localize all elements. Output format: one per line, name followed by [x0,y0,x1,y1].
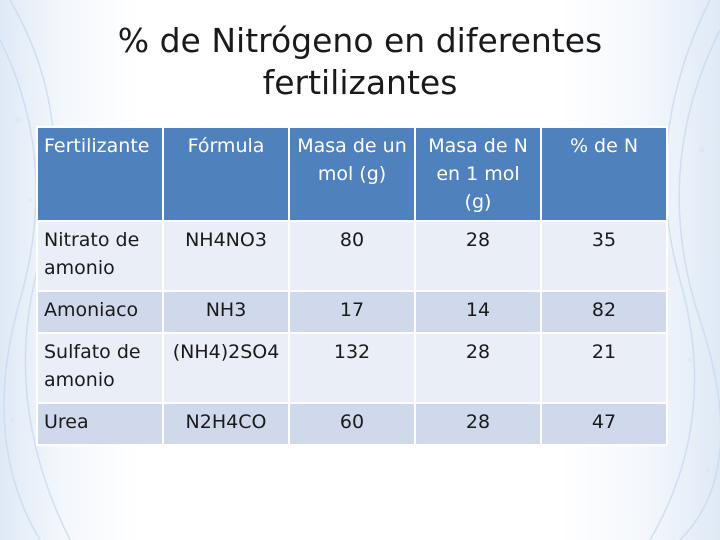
cell-porcentaje-n: 47 [540,402,668,446]
cell-masa-mol: 80 [288,220,416,292]
cell-masa-mol: 60 [288,402,416,446]
table-header-row: Fertilizante Fórmula Masa de un mol (g) … [36,126,668,222]
header-masa-mol: Masa de un mol (g) [288,126,416,222]
cell-fertilizante: Urea [36,402,164,446]
cell-formula: (NH4)2SO4 [162,332,290,404]
table-row: Nitrato de amonio NH4NO3 80 28 35 [36,220,668,292]
table-row: Urea N2H4CO 60 28 47 [36,402,668,446]
cell-formula: NH3 [162,290,290,334]
cell-masa-n: 14 [414,290,542,334]
cell-fertilizante: Sulfato de amonio [36,332,164,404]
cell-porcentaje-n: 82 [540,290,668,334]
cell-masa-n: 28 [414,402,542,446]
cell-formula: N2H4CO [162,402,290,446]
header-masa-n: Masa de N en 1 mol (g) [414,126,542,222]
cell-masa-n: 28 [414,332,542,404]
cell-fertilizante: Nitrato de amonio [36,220,164,292]
cell-fertilizante: Amoniaco [36,290,164,334]
cell-masa-mol: 132 [288,332,416,404]
slide-title: % de Nitrógeno en diferentes fertilizant… [117,21,603,102]
header-fertilizante: Fertilizante [36,126,164,222]
table-row: Amoniaco NH3 17 14 82 [36,290,668,334]
table-row: Sulfato de amonio (NH4)2SO4 132 28 21 [36,332,668,404]
cell-formula: NH4NO3 [162,220,290,292]
cell-porcentaje-n: 21 [540,332,668,404]
header-formula: Fórmula [162,126,290,222]
cell-masa-n: 28 [414,220,542,292]
cell-porcentaje-n: 35 [540,220,668,292]
header-porcentaje-n: % de N [540,126,668,222]
fertilizer-table: Fertilizante Fórmula Masa de un mol (g) … [36,126,668,446]
cell-masa-mol: 17 [288,290,416,334]
